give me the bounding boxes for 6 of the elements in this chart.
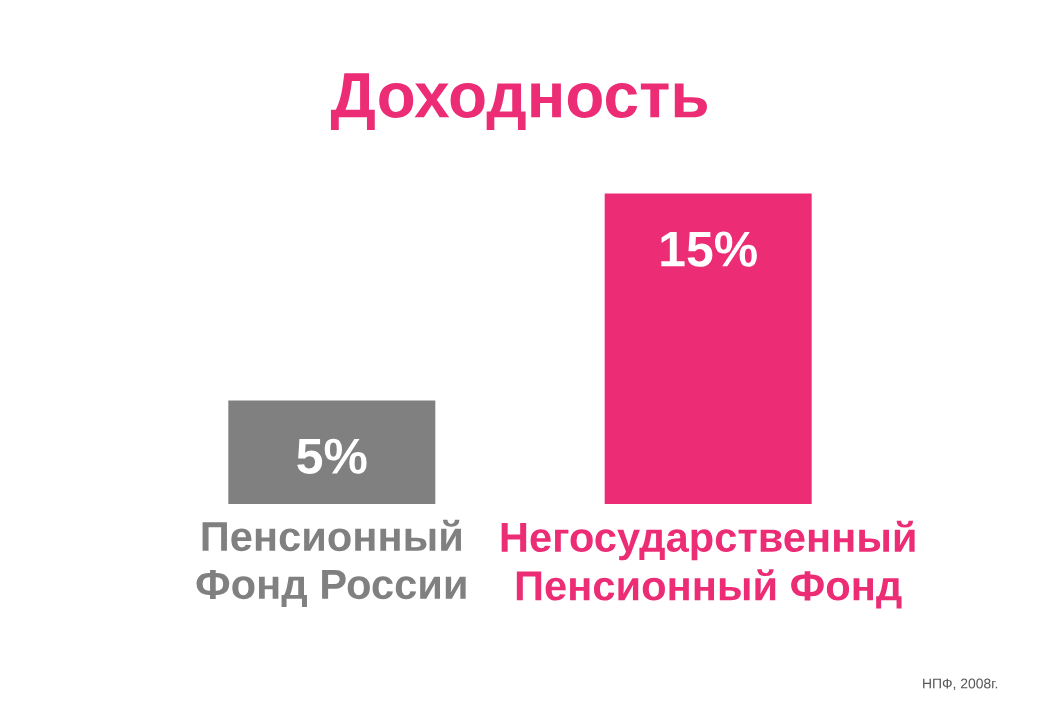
x-tick-label: Негосударственный Пенсионный Фонд [501,520,915,609]
data-label: 5% [297,438,367,474]
data-label: 15% [661,231,757,267]
chart-title: Доходность [330,73,707,131]
x-tick-label: Пенсионный Фонд России [196,519,466,608]
text: НПФ, 2008г. [923,678,998,691]
